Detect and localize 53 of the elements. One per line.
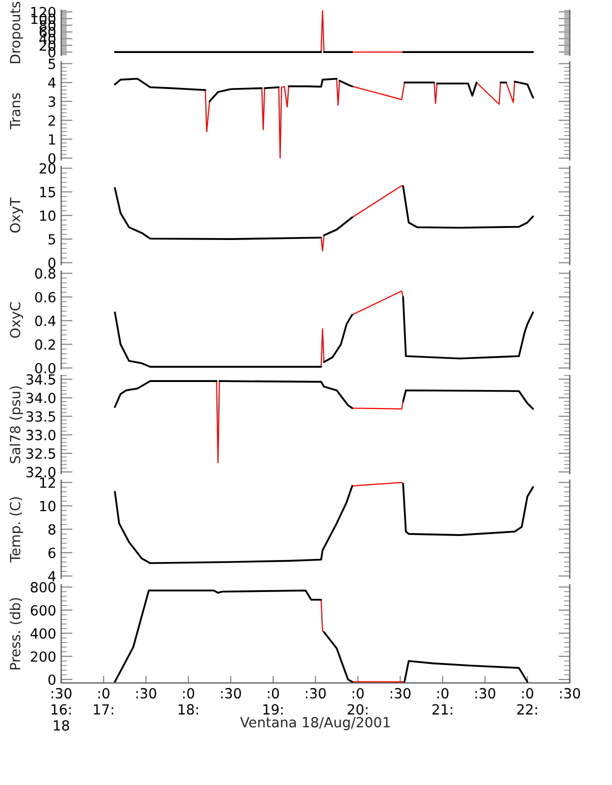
y-tick-label: 1 bbox=[49, 134, 56, 144]
y-tick-label: 32.0 bbox=[26, 466, 56, 478]
x-tick-label: :30 bbox=[136, 688, 156, 699]
y-tick-label: 0.2 bbox=[35, 339, 55, 350]
x-tick-label: :30 bbox=[475, 688, 496, 699]
y-tick-label: 12 bbox=[40, 477, 55, 488]
y-tick-label: 3 bbox=[48, 96, 56, 107]
y-tick-label: 33.5 bbox=[26, 411, 56, 422]
y-tick-label: 400 bbox=[30, 628, 56, 639]
x-tick-label: :30 16: 18 bbox=[52, 688, 72, 731]
y-axis-title: Dropouts bbox=[10, 2, 24, 64]
y-tick-label: 33.0 bbox=[26, 430, 56, 440]
x-tick-label: :30 bbox=[560, 688, 580, 699]
y-tick-label: 800 bbox=[30, 582, 56, 592]
y-axis-title: Temp. (C) bbox=[10, 497, 24, 562]
x-tick-label: :30 bbox=[306, 688, 326, 699]
y-tick-label: 34.0 bbox=[26, 392, 56, 404]
y-tick-label: 10 bbox=[40, 500, 56, 512]
y-tick-label: 0.4 bbox=[35, 316, 56, 326]
y-axis-title: Press. (db) bbox=[10, 598, 22, 670]
y-tick-label: 200 bbox=[30, 651, 56, 662]
y-tick-label: 2 bbox=[48, 115, 55, 126]
x-axis-title: Ventana 18/Aug/2001 bbox=[240, 716, 390, 730]
y-tick-label: 5 bbox=[48, 234, 56, 245]
y-tick-label: 8 bbox=[48, 524, 56, 535]
y-tick-label: 4 bbox=[48, 571, 56, 582]
x-tick-label: :0 19: bbox=[263, 688, 283, 715]
y-tick-label: 0 bbox=[48, 674, 56, 685]
y-tick-label: 5 bbox=[48, 58, 56, 70]
y-tick-label: 4 bbox=[48, 78, 56, 88]
x-tick-label: :0 20: bbox=[348, 688, 368, 715]
y-tick-label: 0.6 bbox=[35, 292, 56, 302]
y-tick-label: 34.5 bbox=[26, 374, 56, 385]
y-tick-label: 32.5 bbox=[26, 448, 56, 459]
y-tick-label: 6 bbox=[48, 548, 56, 558]
x-tick-label: :0 17: bbox=[94, 688, 114, 714]
y-tick-label: 0.8 bbox=[35, 268, 56, 279]
y-tick-label: 0 bbox=[48, 153, 56, 164]
x-tick-label: :30 bbox=[390, 688, 410, 699]
x-tick-label: :0 21: bbox=[432, 688, 452, 714]
y-axis-title: OxyT bbox=[10, 197, 24, 233]
x-tick-label: :0 18: bbox=[178, 688, 198, 715]
y-tick-label: 0.0 bbox=[35, 362, 56, 374]
y-axis-title: OxyC bbox=[10, 302, 24, 338]
y-tick-label: 20 bbox=[40, 163, 56, 174]
x-tick-label: :0 22: bbox=[517, 688, 537, 714]
y-axis-title: Sal78 (psu) bbox=[10, 386, 24, 464]
y-tick-label: 15 bbox=[40, 186, 56, 198]
y-axis-title: Trans bbox=[10, 93, 20, 130]
x-tick-label: :30 bbox=[221, 688, 241, 699]
y-tick-label: 10 bbox=[40, 210, 56, 221]
y-tick-label: 0 bbox=[48, 258, 56, 268]
y-tick-label: 600 bbox=[30, 605, 56, 616]
